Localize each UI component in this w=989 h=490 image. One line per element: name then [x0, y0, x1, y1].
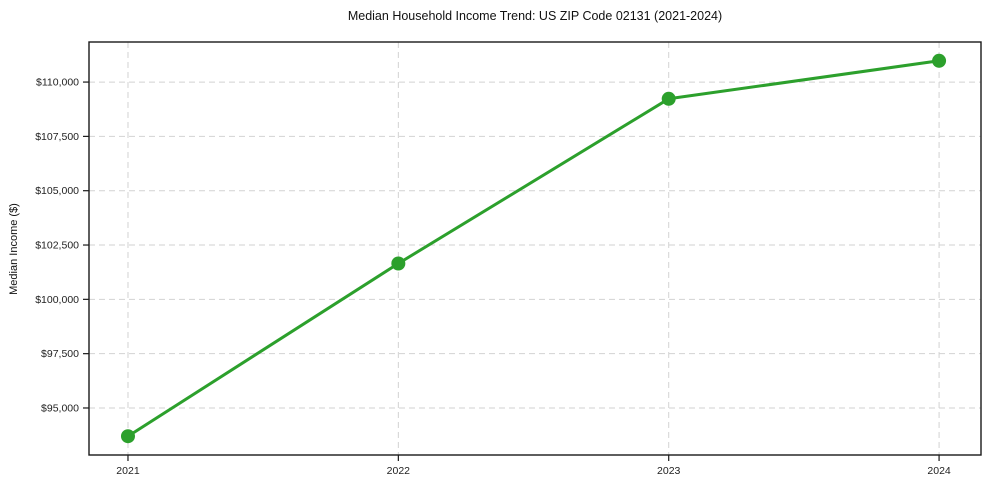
y-tick-label: $105,000 [35, 185, 79, 197]
data-point-2023 [661, 91, 676, 106]
plot-border [88, 41, 982, 456]
y-tick-label: $107,500 [35, 131, 79, 143]
x-tick-label: 2021 [116, 465, 140, 477]
data-point-2024 [932, 53, 947, 68]
series-line [127, 59, 940, 438]
y-tick-label: $102,500 [35, 240, 79, 252]
x-tick-label: 2022 [387, 465, 411, 477]
x-tick-label: 2023 [657, 465, 681, 477]
x-tick-label: 2024 [927, 465, 951, 477]
y-tick-label: $100,000 [35, 294, 79, 306]
data-point-2021 [120, 429, 135, 444]
y-tick-label: $95,000 [41, 402, 79, 414]
y-tick-label: $110,000 [36, 77, 79, 89]
data-point-2022 [391, 256, 406, 271]
chart-title: Median Household Income Trend: US ZIP Co… [347, 9, 723, 23]
y-tick-label: $97,500 [41, 348, 79, 360]
